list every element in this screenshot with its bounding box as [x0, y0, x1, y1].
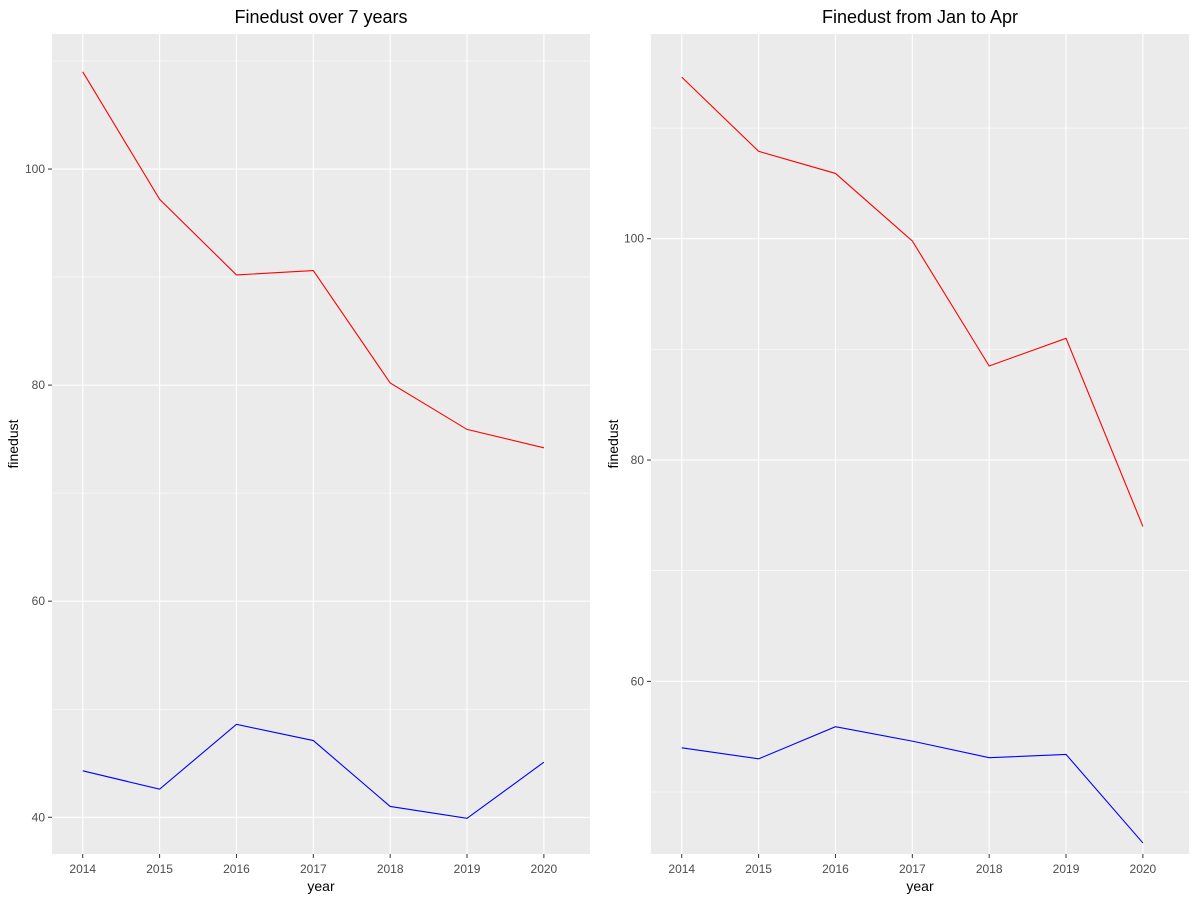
x-tick-label: 2019 [1053, 862, 1080, 876]
chart-panel-2: 60 80 100 2014 2015 2016 2017 2018 2019 2020 Fined… [605, 7, 1189, 894]
y-axis-title: finedust [605, 419, 621, 468]
chart-panel-1: 40 60 80 100 2014 2015 2016 2017 2018 2019 2020 Fin… [5, 7, 590, 894]
plot-background [52, 34, 590, 854]
series-line-2 [681, 726, 1144, 844]
y-tick-label: 100 [624, 232, 644, 246]
series-line-1 [82, 71, 545, 449]
x-tick-label: 2018 [976, 862, 1003, 876]
x-tick-label: 2017 [899, 862, 926, 876]
x-tick-label: 2014 [69, 862, 96, 876]
x-tick-label: 2017 [300, 862, 327, 876]
y-tick-label: 60 [32, 594, 46, 608]
y-tick-label: 60 [631, 674, 645, 688]
x-axis-title: year [906, 878, 934, 894]
y-tick-label: 80 [631, 453, 645, 467]
y-tick-label: 40 [32, 810, 46, 824]
x-tick-label: 2018 [377, 862, 404, 876]
x-tick-label: 2016 [223, 862, 250, 876]
chart-title: Finedust over 7 years [234, 7, 407, 27]
x-tick-label: 2015 [745, 862, 772, 876]
plot-background [651, 34, 1189, 854]
y-tick-label: 80 [32, 378, 46, 392]
x-tick-label: 2020 [531, 862, 558, 876]
y-axis-title: finedust [5, 419, 21, 468]
series-line-2 [82, 723, 545, 819]
x-tick-label: 2016 [822, 862, 849, 876]
series-line-1 [681, 76, 1144, 527]
chart-title: Finedust from Jan to Apr [822, 7, 1018, 27]
x-tick-label: 2014 [668, 862, 695, 876]
x-tick-label: 2019 [454, 862, 481, 876]
x-tick-label: 2020 [1130, 862, 1157, 876]
x-axis-title: year [307, 878, 335, 894]
x-tick-label: 2015 [146, 862, 173, 876]
y-tick-label: 100 [25, 162, 45, 176]
